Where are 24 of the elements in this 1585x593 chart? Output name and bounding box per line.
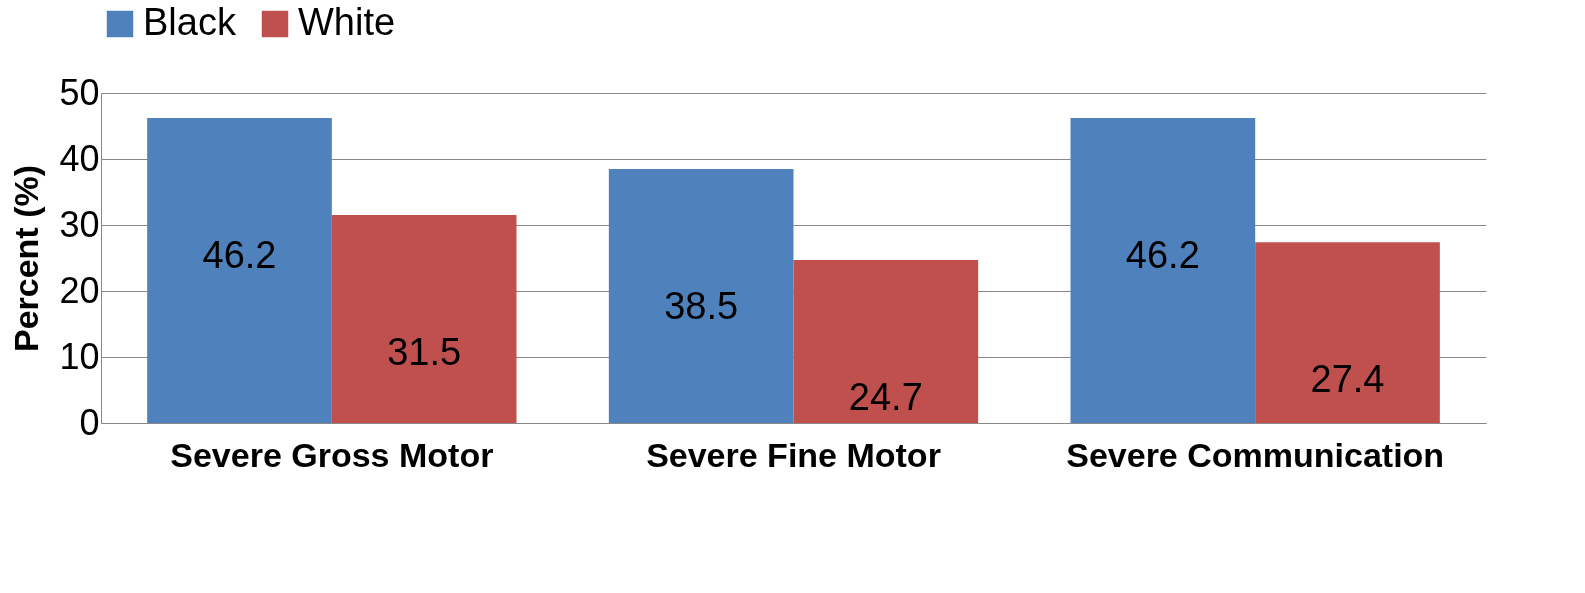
- y-tick-label: 0: [79, 401, 100, 443]
- bar: [1070, 118, 1256, 423]
- data-label: 31.5: [387, 331, 462, 374]
- bar: [793, 259, 979, 423]
- bar: [1255, 242, 1440, 423]
- data-label: 27.4: [1310, 358, 1385, 401]
- bar: [147, 118, 332, 423]
- y-tick-label: 20: [59, 269, 100, 311]
- legend-label: White: [298, 1, 396, 43]
- y-tick-label: 40: [59, 137, 100, 179]
- y-tick-label: 10: [59, 335, 100, 377]
- y-axis-title: Percent (%): [7, 164, 46, 353]
- legend-label: Black: [143, 1, 237, 43]
- y-tick-label: 30: [59, 203, 100, 245]
- data-label: 46.2: [202, 234, 277, 277]
- data-label: 24.7: [848, 375, 923, 418]
- data-label: 46.2: [1125, 234, 1200, 277]
- y-tick-label: 50: [59, 71, 100, 113]
- x-tick-label: Severe Gross Motor: [170, 435, 494, 474]
- x-tick-label: Severe Fine Motor: [646, 435, 941, 474]
- bar: [331, 215, 517, 423]
- bar: [608, 168, 794, 423]
- data-label: 38.5: [664, 284, 739, 327]
- x-tick-label: Severe Communication: [1066, 435, 1445, 474]
